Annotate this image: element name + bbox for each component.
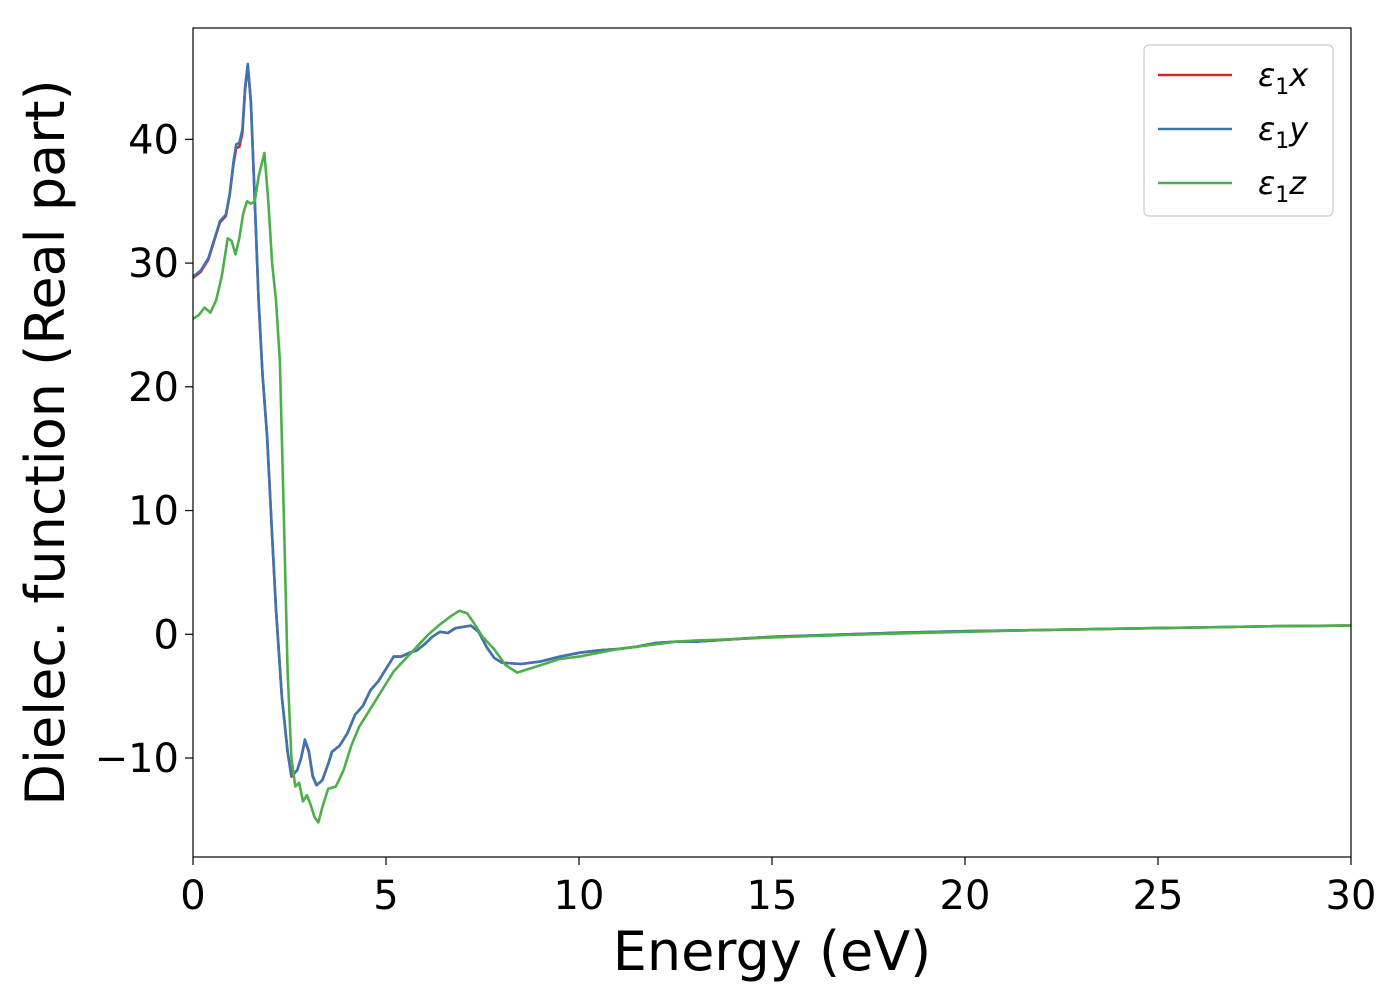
legend-entry-x: ε1x <box>1258 56 1309 100</box>
series-layer <box>193 62 1351 824</box>
x-tick-label: 15 <box>747 873 798 919</box>
series-line-3 <box>193 151 1351 824</box>
x-axis-title: Energy (eV) <box>613 920 932 983</box>
y-tick-label: 40 <box>128 117 179 163</box>
y-axis-title: Dielec. function (Real part) <box>14 79 77 805</box>
y-tick-label: 20 <box>128 365 179 411</box>
y-tick-label: 0 <box>154 612 179 658</box>
legend-entry-y: ε1y <box>1258 110 1309 154</box>
x-tick-label: 25 <box>1133 873 1184 919</box>
x-tick-label: 10 <box>554 873 605 919</box>
y-axis: −10 0 10 20 30 40 <box>95 117 193 782</box>
x-tick-label: 20 <box>940 873 991 919</box>
x-tick-label: 30 <box>1326 873 1377 919</box>
x-axis: 0 5 10 15 20 25 30 <box>180 857 1376 919</box>
y-tick-label: −10 <box>95 736 179 782</box>
x-tick-label: 5 <box>373 873 398 919</box>
legend: ε1x ε1y ε1z <box>1143 44 1334 217</box>
y-tick-label: 30 <box>128 241 179 287</box>
legend-box <box>1143 44 1334 217</box>
legend-entry-z: ε1z <box>1258 164 1307 208</box>
x-tick-label: 0 <box>180 873 205 919</box>
y-tick-label: 10 <box>128 489 179 535</box>
